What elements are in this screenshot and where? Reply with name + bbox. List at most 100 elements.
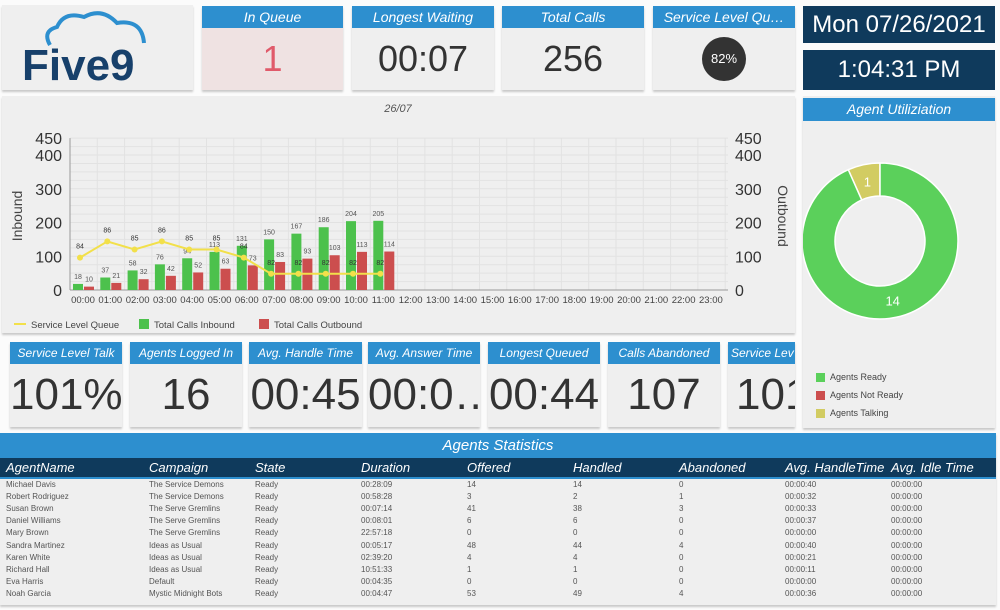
table-row[interactable]: Michael Davis The Service Demons Ready 00:2… (0, 478, 996, 490)
bar-label-outbound: 83 (276, 252, 284, 259)
table-row[interactable]: Susan Brown The Serve Gremlins Ready 00:07:… (0, 502, 996, 514)
table-row[interactable]: Daniel Williams The Serve Gremlins Ready 00… (0, 515, 996, 527)
point-service-level (295, 270, 302, 277)
y-tick-label: 200 (35, 216, 62, 233)
table-cell: 3 (467, 491, 472, 501)
table-cell: 00:00:33 (785, 503, 817, 513)
kpi-value: 1 (262, 38, 283, 79)
table-cell: Ready (255, 480, 279, 490)
y-tick-label: 300 (35, 182, 62, 199)
bar-outbound (84, 286, 94, 290)
table-cell: Ready (255, 540, 279, 550)
table-cell: 22:57:18 (361, 528, 393, 538)
point-service-level (158, 238, 165, 245)
column-header[interactable]: Handled (567, 458, 673, 479)
table-cell: 4 (679, 589, 684, 599)
bar-label-outbound: 10 (85, 277, 93, 284)
bar-label-outbound: 73 (249, 255, 257, 262)
bar-outbound (165, 275, 176, 290)
table-cell: Karen White (6, 552, 51, 562)
kpi-value: 256 (542, 38, 604, 79)
table-row[interactable]: Mary Brown The Serve Gremlins Ready 22:57:1… (0, 527, 996, 539)
column-header[interactable]: AgentName (0, 458, 143, 479)
kpi-service-level-talk: Service Level Talk 101% (10, 342, 122, 427)
svg-text:Five9: Five9 (22, 41, 135, 90)
table-cell: 0 (573, 528, 578, 538)
column-header[interactable]: Duration (355, 458, 461, 479)
table-cell: Richard Hall (6, 564, 50, 574)
x-tick-label: 05:00 (208, 295, 232, 306)
bar-label-inbound: 150 (263, 229, 275, 236)
bar-label-inbound: 205 (372, 211, 384, 218)
bar-label-outbound: 42 (167, 266, 175, 273)
point-service-level (322, 270, 329, 277)
chart-title: 26/07 (383, 103, 412, 115)
table-row[interactable]: Robert Rodriguez The Service Demons Ready 0… (0, 490, 996, 502)
x-tick-label: 04:00 (180, 295, 204, 306)
bar-inbound (127, 270, 138, 290)
kpi-label: Avg. Handle Time (249, 342, 362, 364)
table-row[interactable]: Noah Garcia Mystic Midnight Bots Ready 00:0… (0, 588, 996, 600)
column-header[interactable]: Avg. HandleTime (779, 458, 885, 479)
table-cell: 0 (679, 480, 684, 490)
table-cell: Daniel Williams (6, 516, 61, 526)
point-label-service-level: 85 (185, 236, 193, 243)
x-tick-label: 07:00 (262, 295, 286, 306)
table-cell: 0 (573, 577, 578, 587)
kpi-label: Calls Abandoned (608, 342, 720, 364)
column-header[interactable]: Campaign (143, 458, 249, 479)
table-cell: 2 (573, 491, 578, 501)
bar-outbound (329, 255, 340, 290)
column-header[interactable]: Offered (461, 458, 567, 479)
bar-inbound (346, 221, 356, 290)
table-row[interactable]: Karen White Ideas as Usual Ready 02:39:20 4 4… (0, 551, 996, 563)
bar-label-inbound: 204 (345, 211, 357, 218)
y-axis-label: Inbound (9, 191, 25, 242)
table-cell: 00:00:00 (891, 491, 923, 501)
column-header[interactable]: Abandoned (673, 458, 779, 479)
donut-slice-label: 14 (885, 294, 899, 309)
kpi-value: 00:45 (250, 370, 361, 419)
table-row[interactable]: Eva Harris Default Ready 00:04:35 0 0 0 00:00:0… (0, 576, 996, 588)
y2-tick-label: 100 (735, 249, 762, 266)
table-row[interactable]: Richard Hall Ideas as Usual Ready 10:51:33 1… (0, 563, 996, 575)
table-cell: Ready (255, 564, 279, 574)
bar-label-outbound: 63 (222, 259, 230, 266)
y-tick-label: 450 (35, 131, 62, 148)
x-tick-label: 08:00 (290, 295, 314, 306)
table-cell: 00:07:14 (361, 503, 393, 513)
table-cell: Michael Davis (6, 480, 56, 490)
table-cell: Ready (255, 516, 279, 526)
table-cell: 0 (467, 528, 472, 538)
bar-label-inbound: 186 (318, 217, 330, 224)
y2-axis-label: Outbound (775, 185, 791, 247)
y2-tick-label: 450 (735, 131, 762, 148)
legend-item: Agents Ready (816, 372, 903, 382)
y2-tick-label: 0 (735, 283, 744, 300)
table-row[interactable]: Sandra Martinez Ideas as Usual Ready 00:05:… (0, 539, 996, 551)
table-cell: The Service Demons (149, 480, 224, 490)
table-cell: 00:04:35 (361, 577, 393, 587)
table-cell: Ready (255, 491, 279, 501)
table-cell: The Service Demons (149, 491, 224, 501)
table-cell: 00:04:47 (361, 589, 393, 599)
point-label-service-level: 84 (76, 244, 84, 251)
table-cell: 44 (573, 540, 582, 550)
table-cell: 49 (573, 589, 582, 599)
table-cell: 48 (467, 540, 476, 550)
column-header[interactable]: State (249, 458, 355, 479)
x-tick-label: 02:00 (126, 295, 150, 306)
table-cell: Ready (255, 589, 279, 599)
bar-inbound (318, 227, 329, 290)
x-tick-label: 16:00 (508, 295, 532, 306)
point-service-level (186, 246, 193, 253)
kpi-longest-waiting: Longest Waiting 00:07 (352, 6, 494, 90)
table-cell: 00:00:37 (785, 516, 817, 526)
table-cell: 0 (679, 564, 684, 574)
point-label-service-level: 85 (131, 236, 139, 243)
legend-swatch (816, 408, 825, 418)
utilization-title: Agent Utiliziation (803, 98, 995, 121)
bar-inbound (100, 277, 111, 290)
column-header[interactable]: Avg. Idle Time (885, 458, 996, 479)
table-cell: Ready (255, 503, 279, 513)
